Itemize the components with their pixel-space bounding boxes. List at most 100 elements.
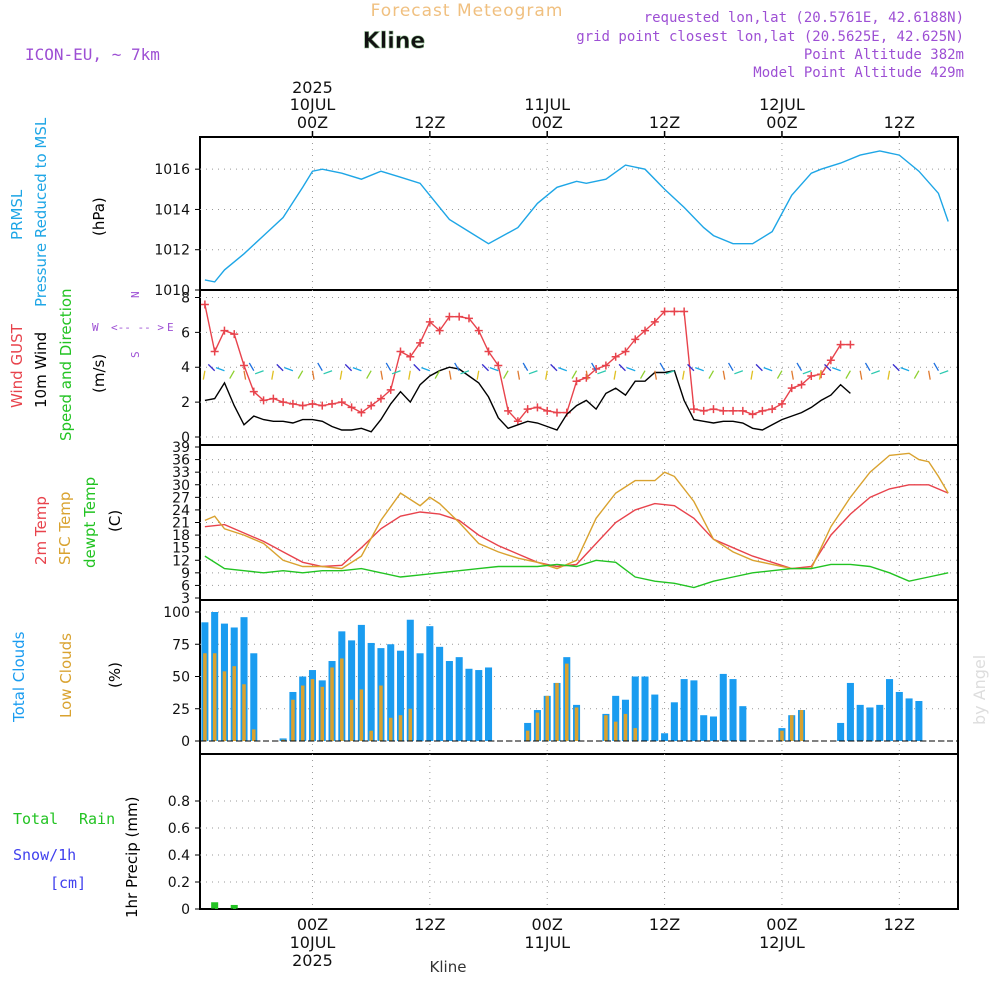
wind-arrow: [887, 370, 891, 380]
wind-arrow: [323, 370, 333, 375]
wind-arrow: [802, 370, 812, 375]
gust-point: [220, 326, 229, 335]
bar-total-clouds: [475, 670, 483, 741]
wind-arrow: [791, 370, 794, 380]
gust-point: [210, 347, 219, 356]
gust-point: [738, 406, 747, 415]
gust-point: [445, 312, 454, 321]
gust-point: [406, 352, 415, 361]
bar-low-clouds: [799, 710, 804, 741]
bar-low-clouds: [574, 707, 579, 741]
bar-total-clouds: [895, 691, 903, 741]
gust-point: [826, 356, 835, 365]
wind-arrow: [243, 370, 247, 380]
bottom-hour-label: 00Z: [532, 915, 563, 934]
gust-point: [308, 399, 317, 408]
gust-point: [611, 352, 620, 361]
bottom-date-label: 11JUL: [524, 933, 570, 952]
bar-total-rain: [230, 904, 238, 909]
top-hour-label: 00Z: [532, 113, 563, 132]
total-label: Total: [13, 810, 58, 828]
ytick-label: 8: [181, 290, 190, 306]
gust-point: [846, 340, 855, 349]
wind-arrow: [864, 362, 871, 372]
ytick-label: 75: [172, 637, 190, 653]
temp-unit: (C): [106, 510, 124, 532]
ytick-label: 12: [172, 553, 190, 569]
rain-label: Rain: [79, 810, 115, 828]
bar-total-clouds: [661, 733, 669, 741]
ytick-label: 50: [172, 670, 190, 686]
bar-total-clouds: [250, 653, 258, 741]
wind-arrow: [571, 370, 578, 379]
bottom-hour-label: 12Z: [649, 915, 680, 934]
wind-arrow: [824, 363, 832, 372]
bar-low-clouds: [623, 713, 628, 741]
wind-arrow: [413, 363, 421, 372]
wind-arrow: [528, 370, 538, 375]
gust-point: [689, 405, 698, 414]
pressure-label-2: Pressure Reduced to MSL: [32, 117, 50, 307]
bar-total-clouds: [279, 738, 287, 741]
gust-point: [807, 371, 816, 380]
wind-arrow: [254, 370, 264, 375]
gust-point: [367, 401, 376, 410]
compass-w: W: [92, 321, 99, 334]
wind-arrow: [900, 367, 910, 372]
gust-point: [768, 405, 777, 414]
bar-total-clouds: [690, 680, 698, 741]
bar-total-clouds: [367, 642, 375, 741]
ytick-label: 24: [172, 503, 190, 519]
bar-low-clouds: [252, 729, 256, 741]
wind-arrow: [618, 363, 626, 372]
wind-arrow: [408, 370, 411, 380]
ytick-label: 1012: [154, 243, 190, 259]
gust-point: [523, 405, 532, 414]
cloud-labels: Total Clouds Low Clouds (%): [10, 631, 124, 723]
compass-s: S: [129, 351, 142, 358]
gust-point: [318, 401, 327, 410]
ytick-label: 0.4: [168, 848, 190, 864]
bar-low-clouds: [222, 671, 227, 741]
bar-total-clouds: [680, 679, 688, 741]
gust-point: [494, 361, 503, 370]
bar-low-clouds: [330, 667, 334, 741]
wind-arrow: [517, 370, 521, 380]
bar-total-clouds: [876, 704, 884, 741]
compass-rose: N W <-- -- > E S: [92, 291, 174, 358]
total-clouds-label: Total Clouds: [10, 631, 28, 723]
bottom-date-label: 12JUL: [759, 933, 805, 952]
pressure-label-1: PRMSL: [8, 189, 26, 240]
temp2m-label: 2m Temp: [32, 496, 50, 565]
bar-total-clouds: [729, 679, 737, 741]
bar-total-clouds: [426, 626, 434, 741]
top-hour-label: 00Z: [297, 113, 328, 132]
ytick-label: 0.6: [168, 821, 190, 837]
wind-speed-label: Speed and Direction: [57, 288, 75, 441]
gust-point: [288, 399, 297, 408]
bar-total-clouds: [465, 668, 473, 741]
wind-arrow: [311, 370, 315, 380]
bar-total-clouds: [387, 644, 395, 741]
wind-arrow: [545, 370, 548, 380]
wind-arrow: [750, 370, 754, 380]
bar-total-clouds: [709, 716, 718, 741]
bar-total-clouds: [886, 679, 894, 741]
bar-total-clouds: [455, 657, 463, 741]
gust-point: [504, 406, 513, 415]
bar-low-clouds: [613, 721, 618, 741]
dewpt-label: dewpt Temp: [81, 477, 99, 568]
gust-point: [719, 406, 728, 415]
wind-arrow: [352, 367, 362, 372]
gust-point: [513, 417, 522, 426]
bar-total-clouds: [406, 619, 414, 741]
bar-total-clouds: [357, 624, 365, 741]
wind-arrow: [859, 370, 863, 380]
gust-point: [533, 403, 542, 412]
gust-point: [758, 406, 767, 415]
wind-arrow: [391, 370, 401, 375]
ytick-label: 18: [172, 528, 190, 544]
ytick-label: 100: [163, 605, 190, 621]
